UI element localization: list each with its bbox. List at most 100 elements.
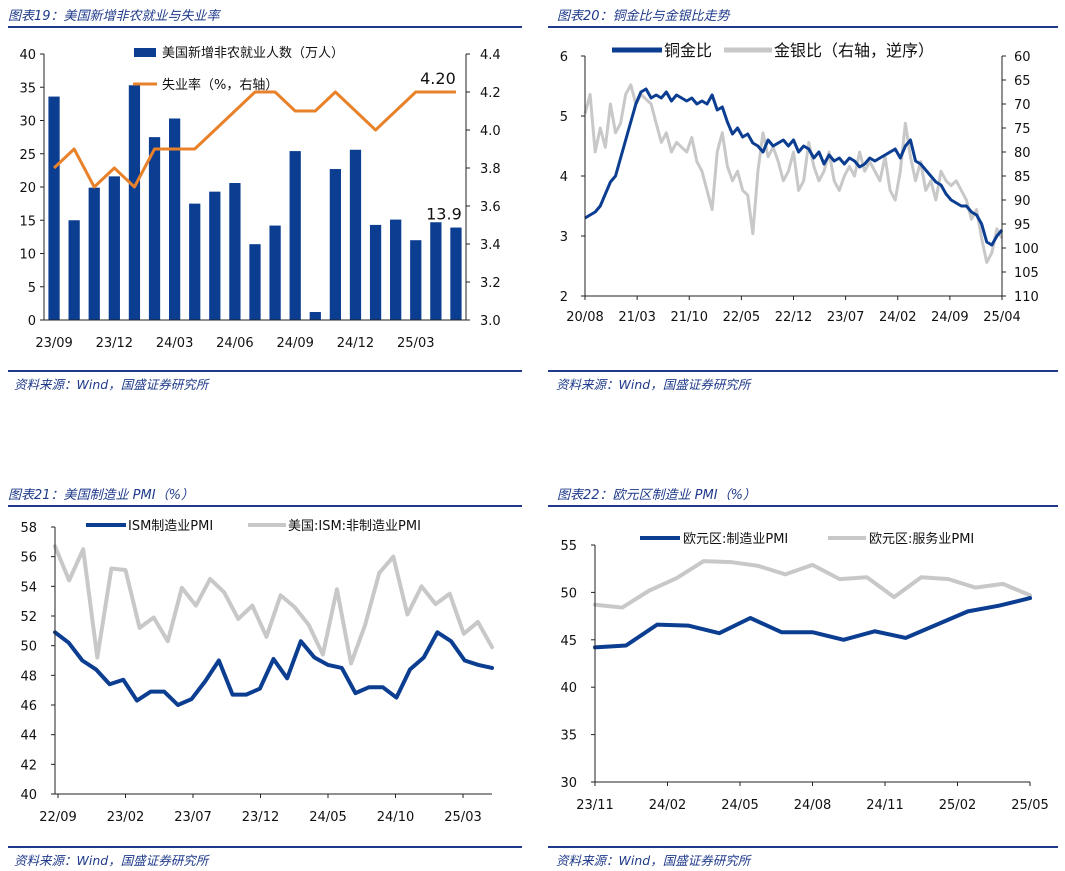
bar — [209, 191, 221, 320]
y-tick-label-right: 110 — [1014, 290, 1039, 305]
y-tick-label-right: 85 — [1014, 170, 1031, 185]
y-tick-label: 46 — [20, 699, 37, 714]
y-tick-label: 35 — [560, 729, 577, 744]
x-tick-label: 25/05 — [1011, 798, 1048, 813]
legend-bar-swatch — [134, 48, 156, 57]
source-rule — [548, 370, 1058, 372]
x-tick-label: 24/10 — [377, 810, 414, 825]
y-tick-label-left: 2 — [560, 290, 568, 305]
legend-ez-manufacturing: 欧元区:制造业PMI — [683, 532, 788, 547]
x-tick-label: 23/12 — [96, 336, 133, 351]
x-tick-label: 24/05 — [309, 810, 346, 825]
bar — [309, 312, 321, 320]
chart-us-pmi: 40 42 44 46 48 50 52 54 56 58 22/09 23/02 23/07 23/12… — [20, 519, 494, 825]
y-tick-label-right: 4.4 — [480, 48, 501, 63]
x-tick-label: 21/10 — [671, 310, 708, 325]
source-rule — [8, 846, 522, 848]
y-tick-label-right: 3.4 — [480, 238, 501, 253]
figure-title: 图表20：铜金比与金银比走势 — [557, 9, 730, 24]
y-tick-label-left: 15 — [19, 214, 36, 229]
bar — [189, 203, 201, 320]
x-tick-label: 24/11 — [866, 798, 903, 813]
source-rule — [548, 846, 1058, 848]
x-tick-label: 24/02 — [649, 798, 686, 813]
y-tick-label-right: 75 — [1014, 122, 1031, 137]
x-tick-label: 23/12 — [242, 810, 279, 825]
y-tick-label: 44 — [20, 729, 37, 744]
source-note: 资料来源：Wind，国盛证券研究所 — [556, 377, 751, 392]
y-tick-label: 56 — [20, 551, 37, 566]
x-tick-label: 25/02 — [939, 798, 976, 813]
bar — [48, 96, 60, 320]
bar — [430, 222, 442, 320]
x-tick-label: 22/05 — [723, 310, 760, 325]
legend-ism-non-manufacturing: 美国:ISM:非制造业PMI — [288, 519, 421, 534]
y-tick-label: 30 — [560, 776, 577, 791]
figure-title: 图表21：美国制造业 PMI（%） — [8, 488, 194, 503]
title-rule — [8, 26, 522, 28]
bar — [269, 225, 281, 320]
bar — [249, 244, 261, 320]
y-tick-label-left: 25 — [19, 148, 36, 163]
x-tick-label: 24/09 — [276, 336, 313, 351]
legend-ez-services: 欧元区:服务业PMI — [869, 531, 974, 547]
bar — [450, 227, 462, 320]
bar — [289, 151, 301, 320]
x-tick-label: 22/12 — [775, 310, 812, 325]
line-gold-silver — [583, 83, 1004, 264]
bar — [390, 219, 402, 320]
y-tick-label-right: 3.2 — [480, 276, 501, 291]
title-rule — [8, 505, 522, 507]
chart-nonfarm-unemployment: 0 5 10 15 20 25 30 35 40 3.0 3.2 3.4 3.6 3.8 4.0 4.2 4.4… — [19, 45, 501, 351]
y-tick-label-left: 3 — [560, 230, 568, 245]
y-tick-label-right: 65 — [1014, 74, 1031, 89]
x-tick-label: 24/12 — [337, 336, 374, 351]
bar — [349, 149, 362, 320]
y-tick-label-left: 20 — [19, 181, 36, 196]
y-tick-label-left: 10 — [19, 248, 36, 263]
y-tick-label-right: 3.0 — [480, 314, 501, 329]
bar — [68, 220, 80, 320]
bar — [229, 183, 241, 320]
legend-nonfarm: 美国新增非农就业人数（万人） — [162, 45, 344, 61]
line-copper-gold — [584, 87, 1004, 247]
annotation-last-rate: 4.20 — [420, 69, 456, 88]
y-tick-label-left: 0 — [28, 314, 36, 329]
y-tick-label-right: 100 — [1014, 242, 1039, 257]
x-tick-label: 23/07 — [827, 310, 864, 325]
y-tick-label: 48 — [20, 669, 37, 684]
legend-ism-manufacturing: ISM制造业PMI — [128, 519, 213, 534]
y-tick-label: 54 — [20, 580, 37, 595]
bar — [369, 224, 382, 320]
x-tick-label: 24/06 — [216, 336, 253, 351]
y-tick-label-right: 105 — [1014, 266, 1039, 281]
y-tick-label-left: 35 — [19, 81, 36, 96]
y-tick-label-left: 4 — [560, 170, 568, 185]
figure-title: 图表19：美国新增非农就业与失业率 — [8, 9, 220, 24]
x-tick-label: 20/08 — [566, 310, 603, 325]
legend-copper-gold: 铜金比 — [664, 41, 712, 60]
chart-eurozone-pmi: 30 35 40 45 50 55 23/11 24/02 24/05 24/08 24/11 25/… — [560, 531, 1048, 813]
y-tick-label: 50 — [20, 640, 37, 655]
source-note: 资料来源：Wind，国盛证券研究所 — [556, 853, 751, 868]
figure-title: 图表22：欧元区制造业 PMI（%） — [557, 488, 756, 503]
y-tick-label: 40 — [20, 788, 37, 803]
y-tick-label-right: 70 — [1014, 98, 1031, 113]
y-tick-label: 42 — [20, 758, 37, 773]
y-tick-label-right: 90 — [1014, 194, 1031, 209]
x-tick-label: 25/03 — [444, 810, 481, 825]
x-tick-label: 25/04 — [983, 310, 1020, 325]
x-tick-label: 24/02 — [879, 310, 916, 325]
y-tick-label: 55 — [560, 539, 577, 554]
y-tick-label: 40 — [560, 681, 577, 696]
line-unemployment — [53, 90, 456, 189]
x-tick-label: 24/09 — [931, 310, 968, 325]
line-ez-manufacturing — [593, 596, 1032, 650]
y-tick-label: 58 — [20, 521, 37, 536]
x-tick-label: 24/05 — [721, 798, 758, 813]
x-tick-label: 23/02 — [107, 810, 144, 825]
y-tick-label: 45 — [560, 634, 577, 649]
x-tick-label: 24/03 — [156, 336, 193, 351]
x-tick-label: 22/09 — [39, 810, 76, 825]
bar — [108, 176, 120, 320]
